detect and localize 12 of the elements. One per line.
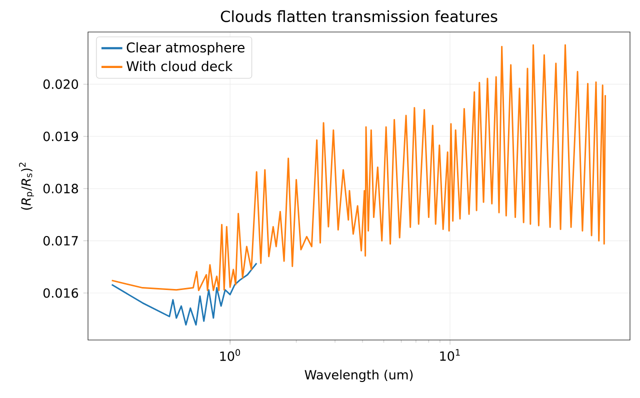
x-tick-label: 10$^{0}$ [220, 349, 240, 362]
legend-label: Clear atmosphere [126, 42, 244, 56]
y-tick-label: 0.016 [43, 288, 78, 298]
y-tick-label: 0.020 [43, 79, 78, 89]
x-tick-label: 10$^{1}$ [440, 349, 460, 361]
legend-label: With cloud deck [126, 60, 233, 72]
y-axis-title: (R$_{p}$/R$_{s}$)$^{2}$ [19, 162, 34, 210]
y-tick-label: 0.018 [43, 184, 78, 194]
x-axis-title: Wavelength (um) [304, 370, 413, 382]
y-tick-label: 0.019 [43, 132, 78, 142]
chart-title: Clouds flatten transmission features [220, 10, 498, 22]
y-tick-label: 0.017 [43, 236, 78, 246]
